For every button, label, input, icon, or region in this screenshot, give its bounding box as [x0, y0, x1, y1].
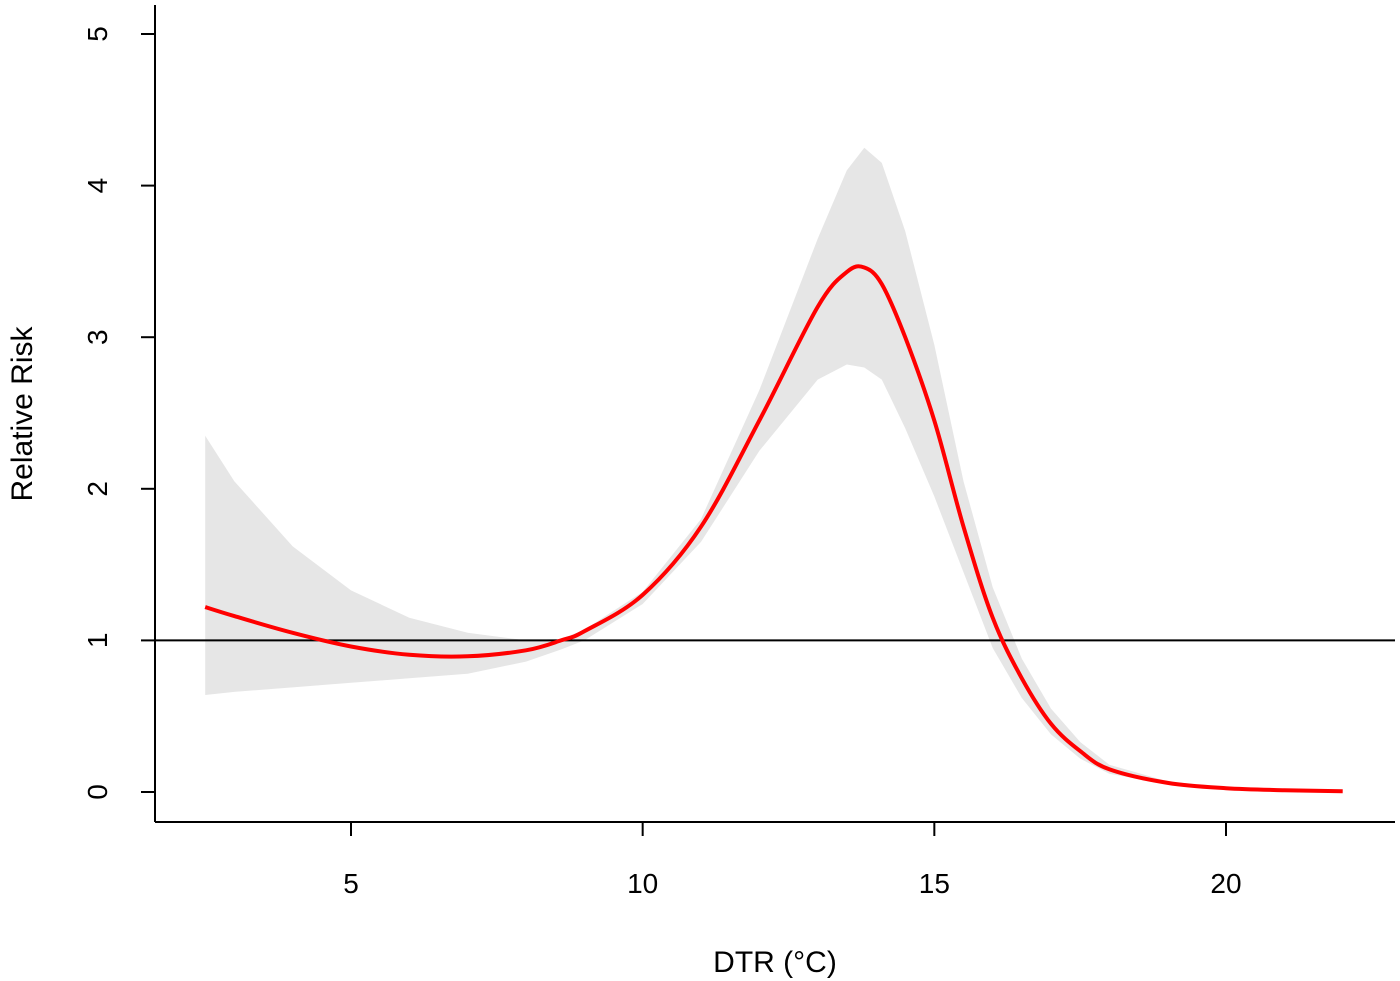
y-tick-label: 0: [82, 784, 113, 800]
relative-risk-line: [204, 264, 1343, 794]
x-tick-label: 5: [343, 868, 359, 899]
axes-layer: 5 10 15 20 0 1 2 3 4 5: [82, 5, 1395, 899]
series-line-layer: [204, 264, 1343, 794]
confidence-band-layer: [205, 147, 1343, 792]
y-tick-label: 3: [82, 329, 113, 345]
y-axis-title: Relative Risk: [6, 325, 39, 501]
x-tick-label: 10: [627, 868, 658, 899]
y-tick-label: 2: [82, 481, 113, 497]
x-tick-label: 20: [1210, 868, 1241, 899]
x-tick-label: 15: [919, 868, 950, 899]
y-tick-label: 5: [82, 26, 113, 42]
confidence-band: [205, 147, 1343, 792]
y-tick-label: 1: [82, 633, 113, 649]
x-axis-title: DTR (°C): [713, 946, 837, 979]
y-tick-label: 4: [82, 178, 113, 194]
